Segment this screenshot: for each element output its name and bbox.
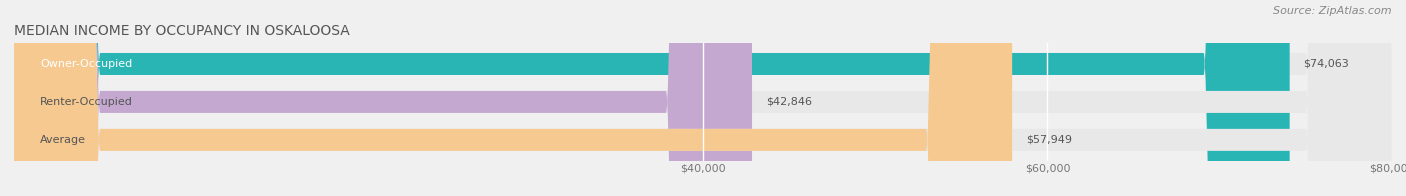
- Text: $42,846: $42,846: [766, 97, 811, 107]
- FancyBboxPatch shape: [14, 0, 752, 196]
- Text: Renter-Occupied: Renter-Occupied: [39, 97, 132, 107]
- FancyBboxPatch shape: [14, 0, 1012, 196]
- FancyBboxPatch shape: [14, 0, 1392, 196]
- Text: Source: ZipAtlas.com: Source: ZipAtlas.com: [1274, 6, 1392, 16]
- FancyBboxPatch shape: [14, 0, 1289, 196]
- FancyBboxPatch shape: [14, 0, 1392, 196]
- Text: Owner-Occupied: Owner-Occupied: [39, 59, 132, 69]
- Text: $57,949: $57,949: [1026, 135, 1071, 145]
- Text: Average: Average: [39, 135, 86, 145]
- FancyBboxPatch shape: [14, 0, 1392, 196]
- Text: MEDIAN INCOME BY OCCUPANCY IN OSKALOOSA: MEDIAN INCOME BY OCCUPANCY IN OSKALOOSA: [14, 24, 350, 38]
- Text: $74,063: $74,063: [1303, 59, 1350, 69]
